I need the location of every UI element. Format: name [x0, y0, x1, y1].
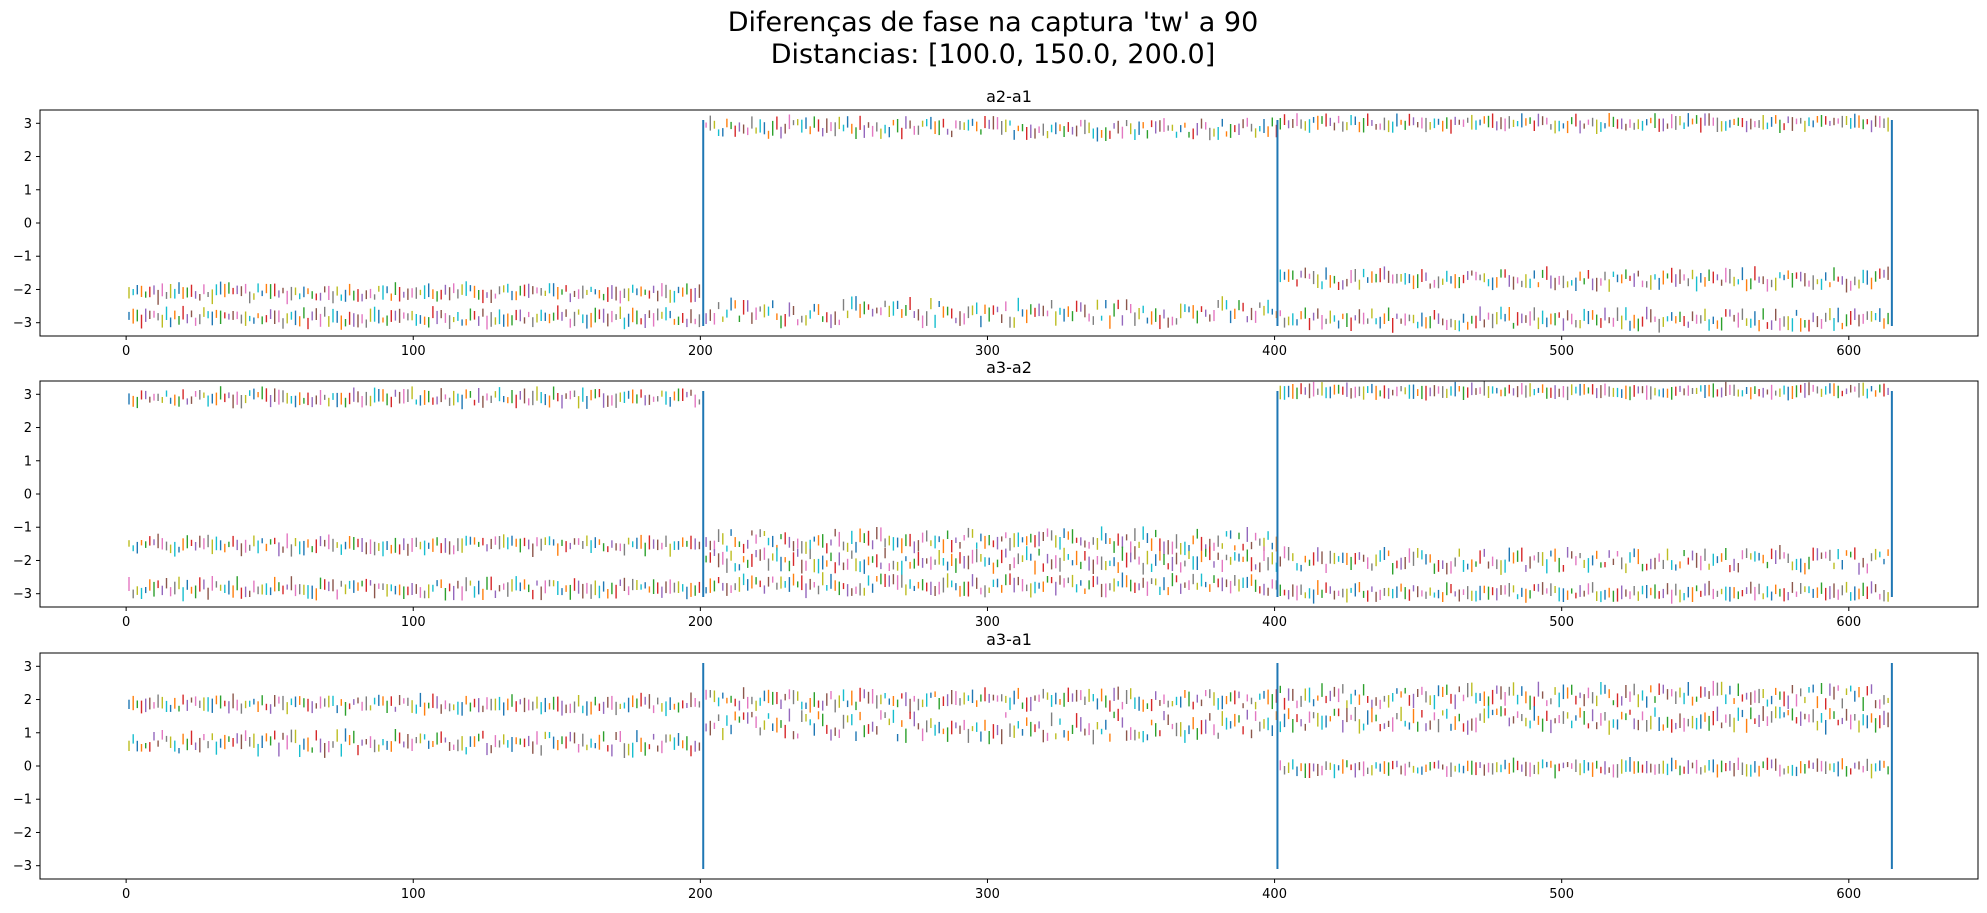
figure-title-line-2: Distancias: [100.0, 150.0, 200.0] — [771, 39, 1216, 70]
x-tick-label: 600 — [1836, 344, 1861, 359]
data-series-group — [128, 113, 1889, 333]
chart-panel-2: a3-a2 −3 −2 −1 0 1 2 3 0 100 200 300 400 500 600 — [13, 358, 1979, 630]
y-tick-label: −3 — [13, 587, 32, 602]
y-tick-label: −2 — [13, 826, 32, 841]
x-tick-label: 400 — [1262, 615, 1287, 630]
chart-panel-3: a3-a1 −3 −2 −1 0 1 2 3 0 100 200 300 400 500 600 — [13, 630, 1979, 902]
y-tick-label: 0 — [24, 488, 32, 503]
x-tick-label: 0 — [122, 344, 130, 359]
y-tick-label: 2 — [24, 693, 32, 708]
y-tick-label: −3 — [13, 316, 32, 331]
x-tick-label: 300 — [975, 344, 1000, 359]
x-tick-label: 100 — [401, 887, 426, 902]
x-tick-label: 100 — [401, 344, 426, 359]
y-tick-label: −2 — [13, 283, 32, 298]
figure-title-line-1: Diferenças de fase na captura 'tw' a 90 — [728, 7, 1259, 38]
x-tick-label: 400 — [1262, 887, 1287, 902]
x-tick-label: 500 — [1549, 344, 1574, 359]
x-tick-label: 500 — [1549, 615, 1574, 630]
x-tick-label: 400 — [1262, 344, 1287, 359]
y-tick-label: −1 — [13, 250, 32, 265]
y-tick-label: 1 — [24, 726, 32, 741]
x-tick-label: 200 — [688, 344, 713, 359]
chart-panel-1: a2-a1 −3 −2 −1 0 1 2 3 0 100 200 300 400 500 600 — [13, 87, 1979, 359]
y-tick-label: −1 — [13, 793, 32, 808]
x-tick-label: 600 — [1836, 887, 1861, 902]
x-tick-label: 300 — [975, 615, 1000, 630]
x-tick-label: 200 — [688, 887, 713, 902]
panel-title: a3-a2 — [986, 358, 1032, 377]
panel-title: a3-a1 — [986, 630, 1032, 649]
x-tick-label: 500 — [1549, 887, 1574, 902]
y-tick-label: −1 — [13, 521, 32, 536]
x-tick-label: 100 — [401, 615, 426, 630]
y-tick-label: −2 — [13, 554, 32, 569]
data-series-group — [128, 680, 1889, 779]
x-tick-label: 300 — [975, 887, 1000, 902]
y-tick-label: 1 — [24, 183, 32, 198]
y-tick-label: 0 — [24, 760, 32, 775]
data-series-group — [128, 381, 1889, 604]
y-tick-label: 2 — [24, 150, 32, 165]
x-tick-label: 600 — [1836, 615, 1861, 630]
y-tick-label: 3 — [24, 388, 32, 403]
y-tick-label: 0 — [24, 217, 32, 232]
y-tick-label: 3 — [24, 660, 32, 675]
x-tick-label: 0 — [122, 615, 130, 630]
y-tick-label: 1 — [24, 454, 32, 469]
y-tick-label: 2 — [24, 421, 32, 436]
panel-title: a2-a1 — [986, 87, 1032, 106]
x-tick-label: 0 — [122, 887, 130, 902]
x-tick-label: 200 — [688, 615, 713, 630]
y-tick-label: 3 — [24, 117, 32, 132]
y-tick-label: −3 — [13, 859, 32, 874]
